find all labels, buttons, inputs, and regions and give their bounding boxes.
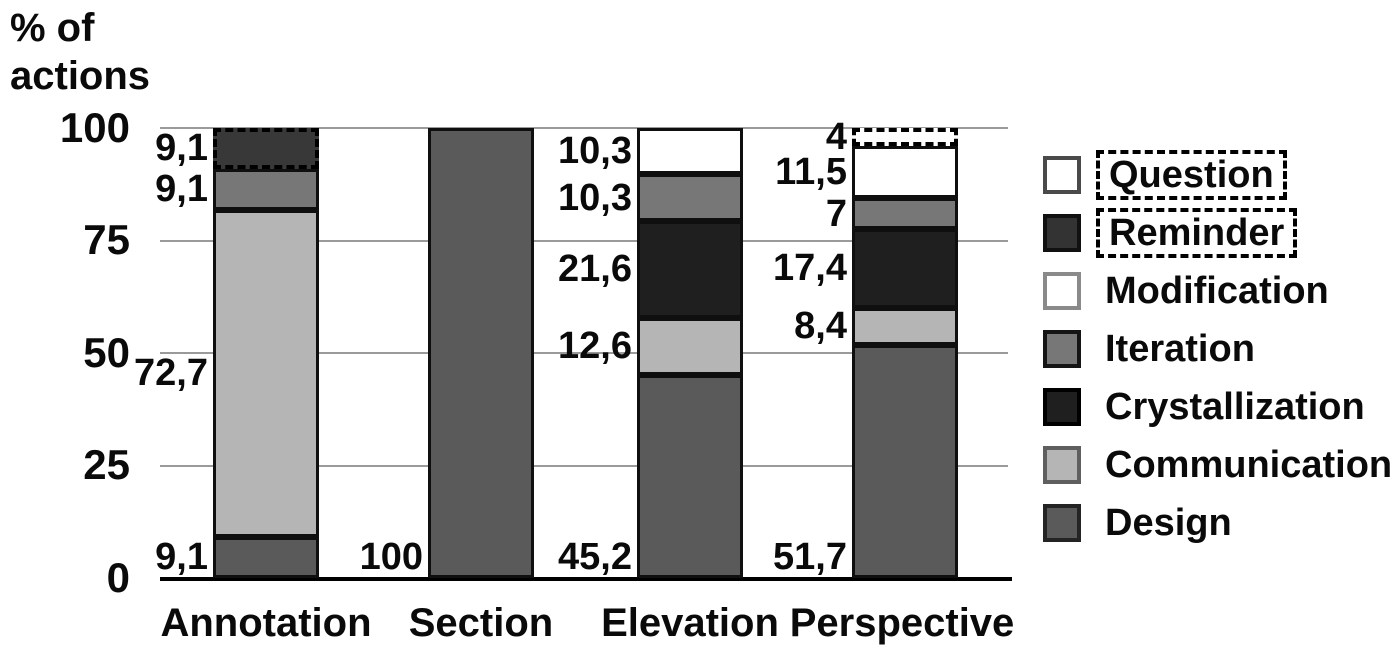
legend-label-modification: Modification: [1105, 270, 1329, 312]
y-tick-50: 50: [83, 329, 130, 376]
legend-item-iteration: Iteration: [1043, 320, 1392, 378]
segment-reminder-annotation: [213, 128, 319, 169]
legend-item-reminder: Reminder: [1043, 204, 1392, 262]
legend-label-reminder: Reminder: [1096, 208, 1298, 258]
legend: Question Reminder Modification Iteration Cry…: [1043, 146, 1392, 552]
value-label-crystallization-elevation: 21,6: [558, 248, 632, 291]
value-label-reminder-annotation: 9,1: [155, 127, 208, 170]
value-label-modification-elevation: 10,3: [558, 130, 632, 173]
bar-elevation: [637, 128, 743, 578]
segment-iteration-perspective: [852, 197, 958, 230]
category-label-annotation: Annotation: [160, 601, 372, 645]
segment-design-section: [428, 128, 534, 578]
gridline-25: [160, 464, 1008, 467]
value-label-modification-perspective: 11,5: [775, 150, 847, 193]
bar-annotation: [213, 128, 319, 578]
segment-modification-elevation: [637, 128, 743, 175]
value-label-communication-perspective: 8,4: [794, 305, 847, 348]
legend-swatch-communication: [1043, 446, 1081, 484]
category-label-elevation: Elevation: [601, 601, 779, 645]
value-label-iteration-annotation: 9,1: [155, 168, 208, 211]
x-axis-line: [160, 577, 1012, 581]
segment-communication-elevation: [637, 317, 743, 375]
legend-item-question: Question: [1043, 146, 1392, 204]
segment-crystallization-elevation: [637, 220, 743, 318]
legend-swatch-reminder: [1043, 214, 1081, 252]
legend-swatch-question: [1043, 156, 1081, 194]
segment-iteration-elevation: [637, 174, 743, 221]
segment-question-perspective: [852, 128, 958, 147]
bar-section: [428, 128, 534, 578]
value-label-design-section: 100: [359, 536, 423, 578]
y-tick-0: 0: [106, 554, 130, 601]
value-label-design-perspective: 51,7: [773, 536, 847, 578]
legend-swatch-design: [1043, 504, 1081, 542]
bar-perspective: [852, 128, 958, 578]
y-axis-title-line1: % of: [10, 6, 95, 50]
legend-swatch-modification: [1043, 272, 1081, 310]
legend-label-iteration: Iteration: [1105, 328, 1255, 370]
legend-label-design: Design: [1105, 502, 1232, 544]
segment-communication-annotation: [213, 209, 319, 538]
legend-swatch-iteration: [1043, 330, 1081, 368]
segment-design-elevation: [637, 374, 743, 578]
category-label-perspective: Perspective: [789, 601, 1015, 645]
segment-communication-perspective: [852, 307, 958, 346]
value-label-design-elevation: 45,2: [558, 536, 632, 578]
gridline-75: [160, 239, 1008, 242]
value-label-communication-elevation: 12,6: [558, 325, 632, 368]
y-tick-75: 75: [83, 216, 130, 263]
segment-iteration-annotation: [213, 168, 319, 210]
legend-item-communication: Communication: [1043, 436, 1392, 494]
y-tick-25: 25: [83, 441, 130, 488]
legend-item-modification: Modification: [1043, 262, 1392, 320]
value-label-iteration-perspective: 7: [825, 192, 847, 235]
segment-design-perspective: [852, 345, 958, 578]
y-tick-100: 100: [59, 104, 130, 151]
legend-item-crystallization: Crystallization: [1043, 378, 1392, 436]
legend-item-design: Design: [1043, 494, 1392, 552]
y-axis-title-line2: actions: [10, 54, 151, 98]
legend-label-communication: Communication: [1105, 444, 1393, 486]
segment-design-annotation: [213, 537, 319, 578]
value-label-crystallization-perspective: 17,4: [773, 247, 847, 290]
gridline-100: [160, 127, 1008, 129]
value-label-iteration-elevation: 10,3: [558, 176, 632, 219]
segment-crystallization-perspective: [852, 229, 958, 308]
legend-label-crystallization: Crystallization: [1105, 386, 1365, 428]
segment-modification-perspective: [852, 146, 958, 198]
category-label-section: Section: [408, 601, 554, 645]
legend-swatch-crystallization: [1043, 388, 1081, 426]
value-label-design-annotation: 9,1: [155, 536, 208, 578]
gridline-50: [160, 352, 1008, 354]
value-label-communication-annotation: 72,7: [134, 352, 208, 395]
value-label-question-perspective: 4: [825, 116, 847, 158]
y-axis-title: % of actions: [10, 4, 150, 100]
legend-label-question: Question: [1096, 150, 1287, 200]
